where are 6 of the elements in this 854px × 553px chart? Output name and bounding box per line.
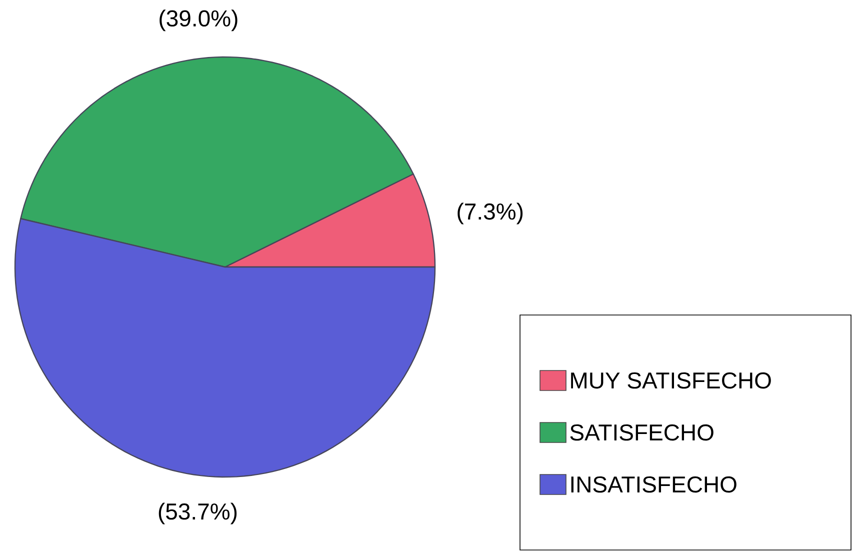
legend-label: SATISFECHO <box>570 424 714 441</box>
data-label: (7.3%) <box>458 202 523 224</box>
legend-label: MUY SATISFECHO <box>571 372 771 389</box>
data-label: (39.0%) <box>160 10 238 32</box>
legend-label: INSATISFECHO <box>571 476 736 493</box>
data-label: (53.7%) <box>158 502 237 524</box>
